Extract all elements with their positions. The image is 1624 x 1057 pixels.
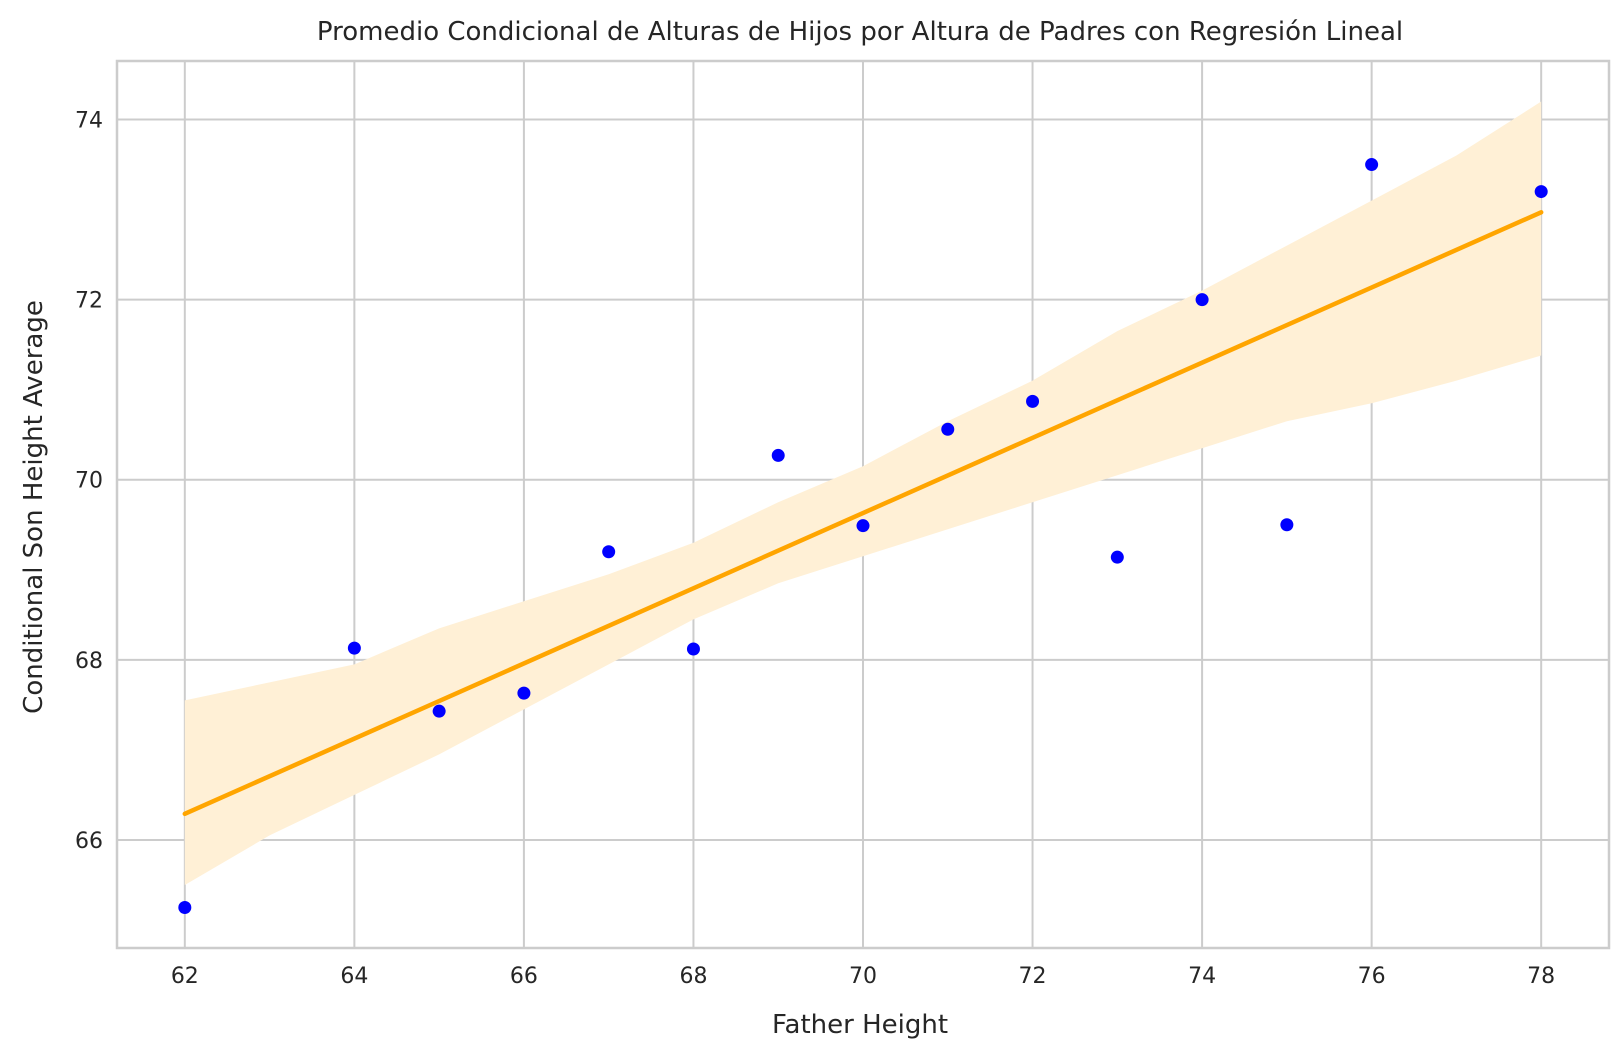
y-tick-label: 68 <box>75 649 103 674</box>
x-tick-label: 66 <box>510 964 538 989</box>
regression-line <box>182 210 1544 817</box>
scatter-point <box>1195 293 1209 307</box>
x-tick-label: 74 <box>1188 964 1216 989</box>
scatter-point <box>771 448 785 462</box>
scatter-point <box>941 422 955 436</box>
scatter-point <box>602 545 616 559</box>
y-tick-label: 72 <box>75 289 103 314</box>
x-tick-label: 70 <box>849 964 877 989</box>
x-tick-label: 76 <box>1358 964 1386 989</box>
x-tick-labels: 62 64 66 68 70 72 74 76 78 <box>171 964 1555 989</box>
scatter-point <box>178 900 192 914</box>
scatter-point <box>1026 394 1040 408</box>
regression-line-layer <box>182 210 1544 817</box>
x-tick-label: 68 <box>679 964 707 989</box>
x-tick-label: 72 <box>1019 964 1047 989</box>
y-axis-label: Conditional Son Height Average <box>19 300 49 714</box>
x-axis-label: Father Height <box>772 1010 948 1040</box>
scatter-points <box>178 158 1548 914</box>
scatter-point <box>347 641 361 655</box>
scatter-point <box>1365 158 1379 172</box>
chart-title: Promedio Condicional de Alturas de Hijos… <box>317 17 1403 47</box>
x-tick-label: 78 <box>1527 964 1555 989</box>
scatter-point <box>432 704 446 718</box>
scatter-point <box>517 686 531 700</box>
scatter-point <box>856 519 870 533</box>
y-tick-label: 70 <box>75 469 103 494</box>
plot-frame <box>115 59 1611 950</box>
scatter-point <box>1280 518 1294 532</box>
y-tick-labels: 66 68 70 72 74 <box>75 109 103 854</box>
x-tick-label: 62 <box>171 964 199 989</box>
scatter-point <box>1534 185 1548 199</box>
x-tick-label: 64 <box>340 964 368 989</box>
scatter-point <box>686 642 700 656</box>
scatter-point <box>1110 550 1124 564</box>
y-tick-label: 66 <box>75 829 103 854</box>
y-tick-label: 74 <box>75 109 103 134</box>
